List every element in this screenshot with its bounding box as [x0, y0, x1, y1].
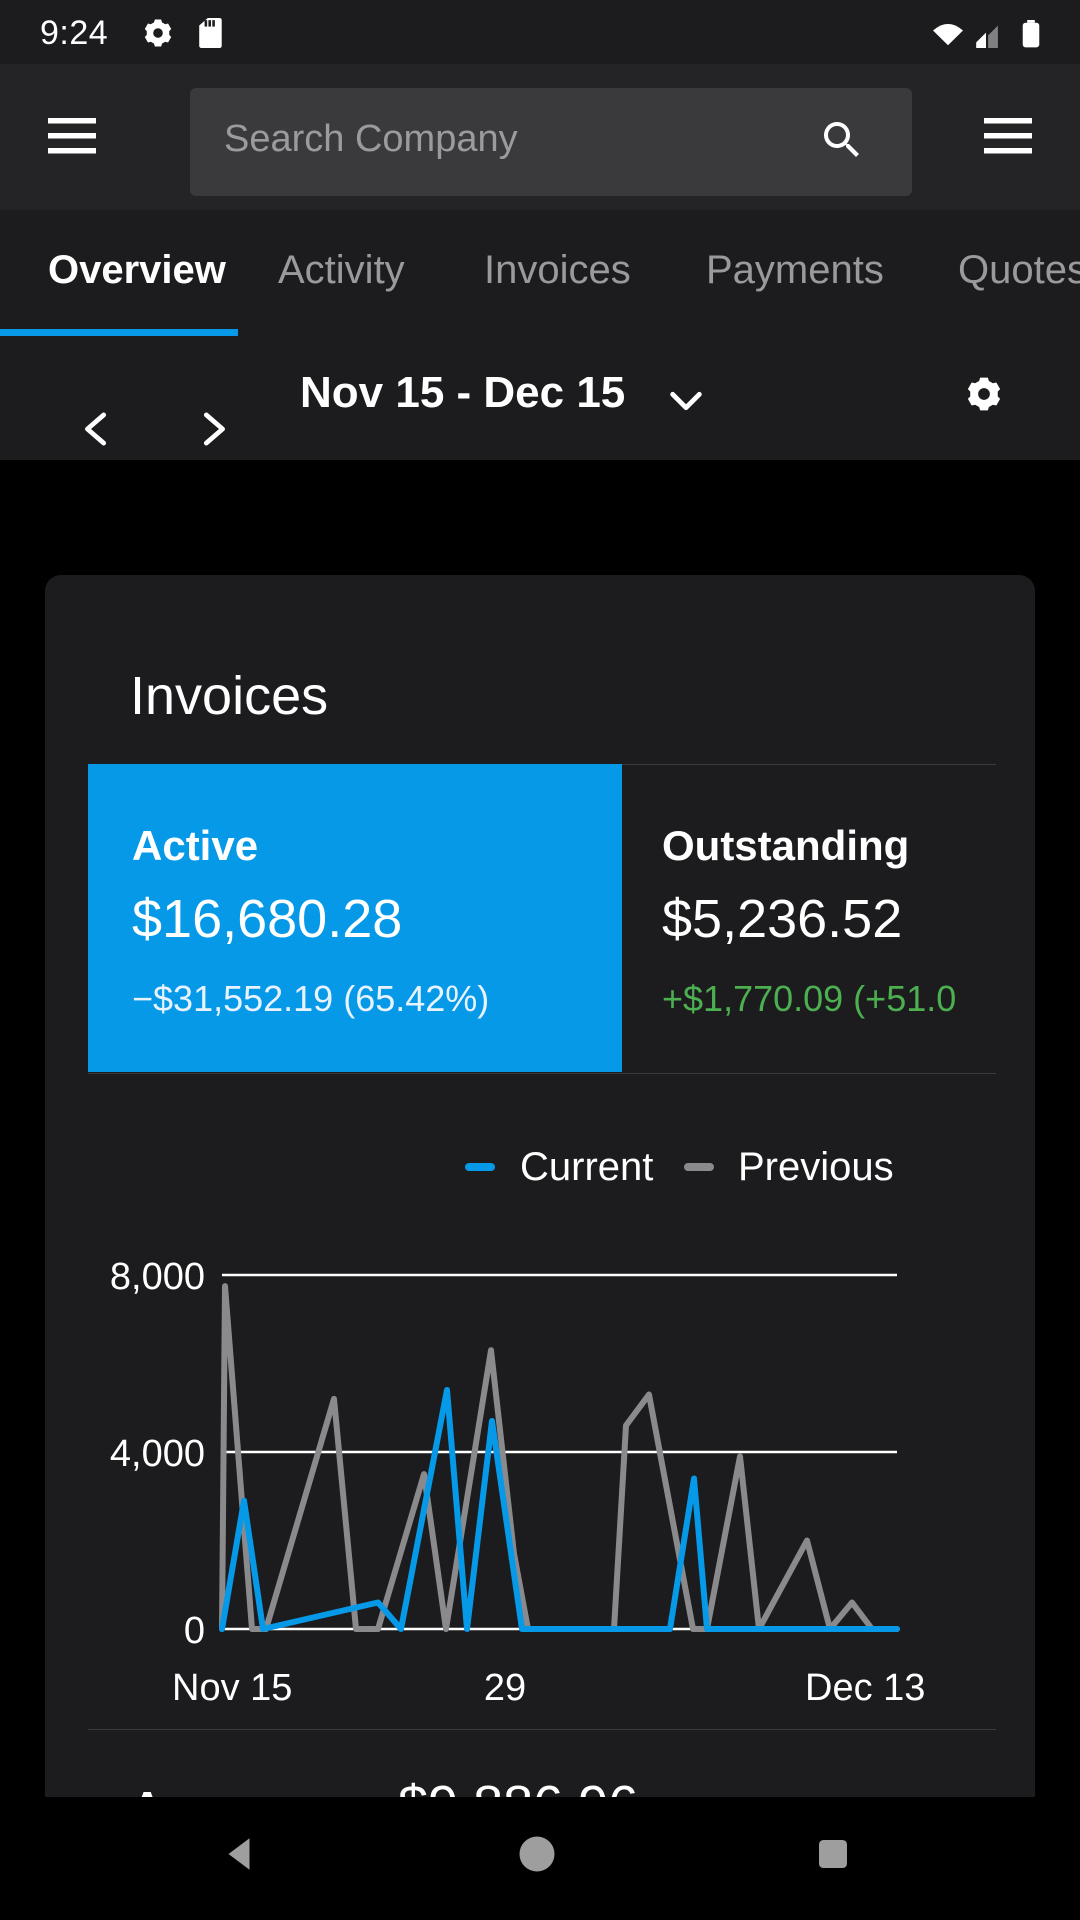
svg-text:8,000: 8,000 [110, 1256, 205, 1298]
svg-text:Dec 13: Dec 13 [805, 1667, 925, 1709]
svg-text:29: 29 [484, 1667, 526, 1709]
svg-text:Nov 15: Nov 15 [172, 1667, 292, 1709]
svg-text:0: 0 [184, 1610, 205, 1652]
svg-text:4,000: 4,000 [110, 1433, 205, 1475]
